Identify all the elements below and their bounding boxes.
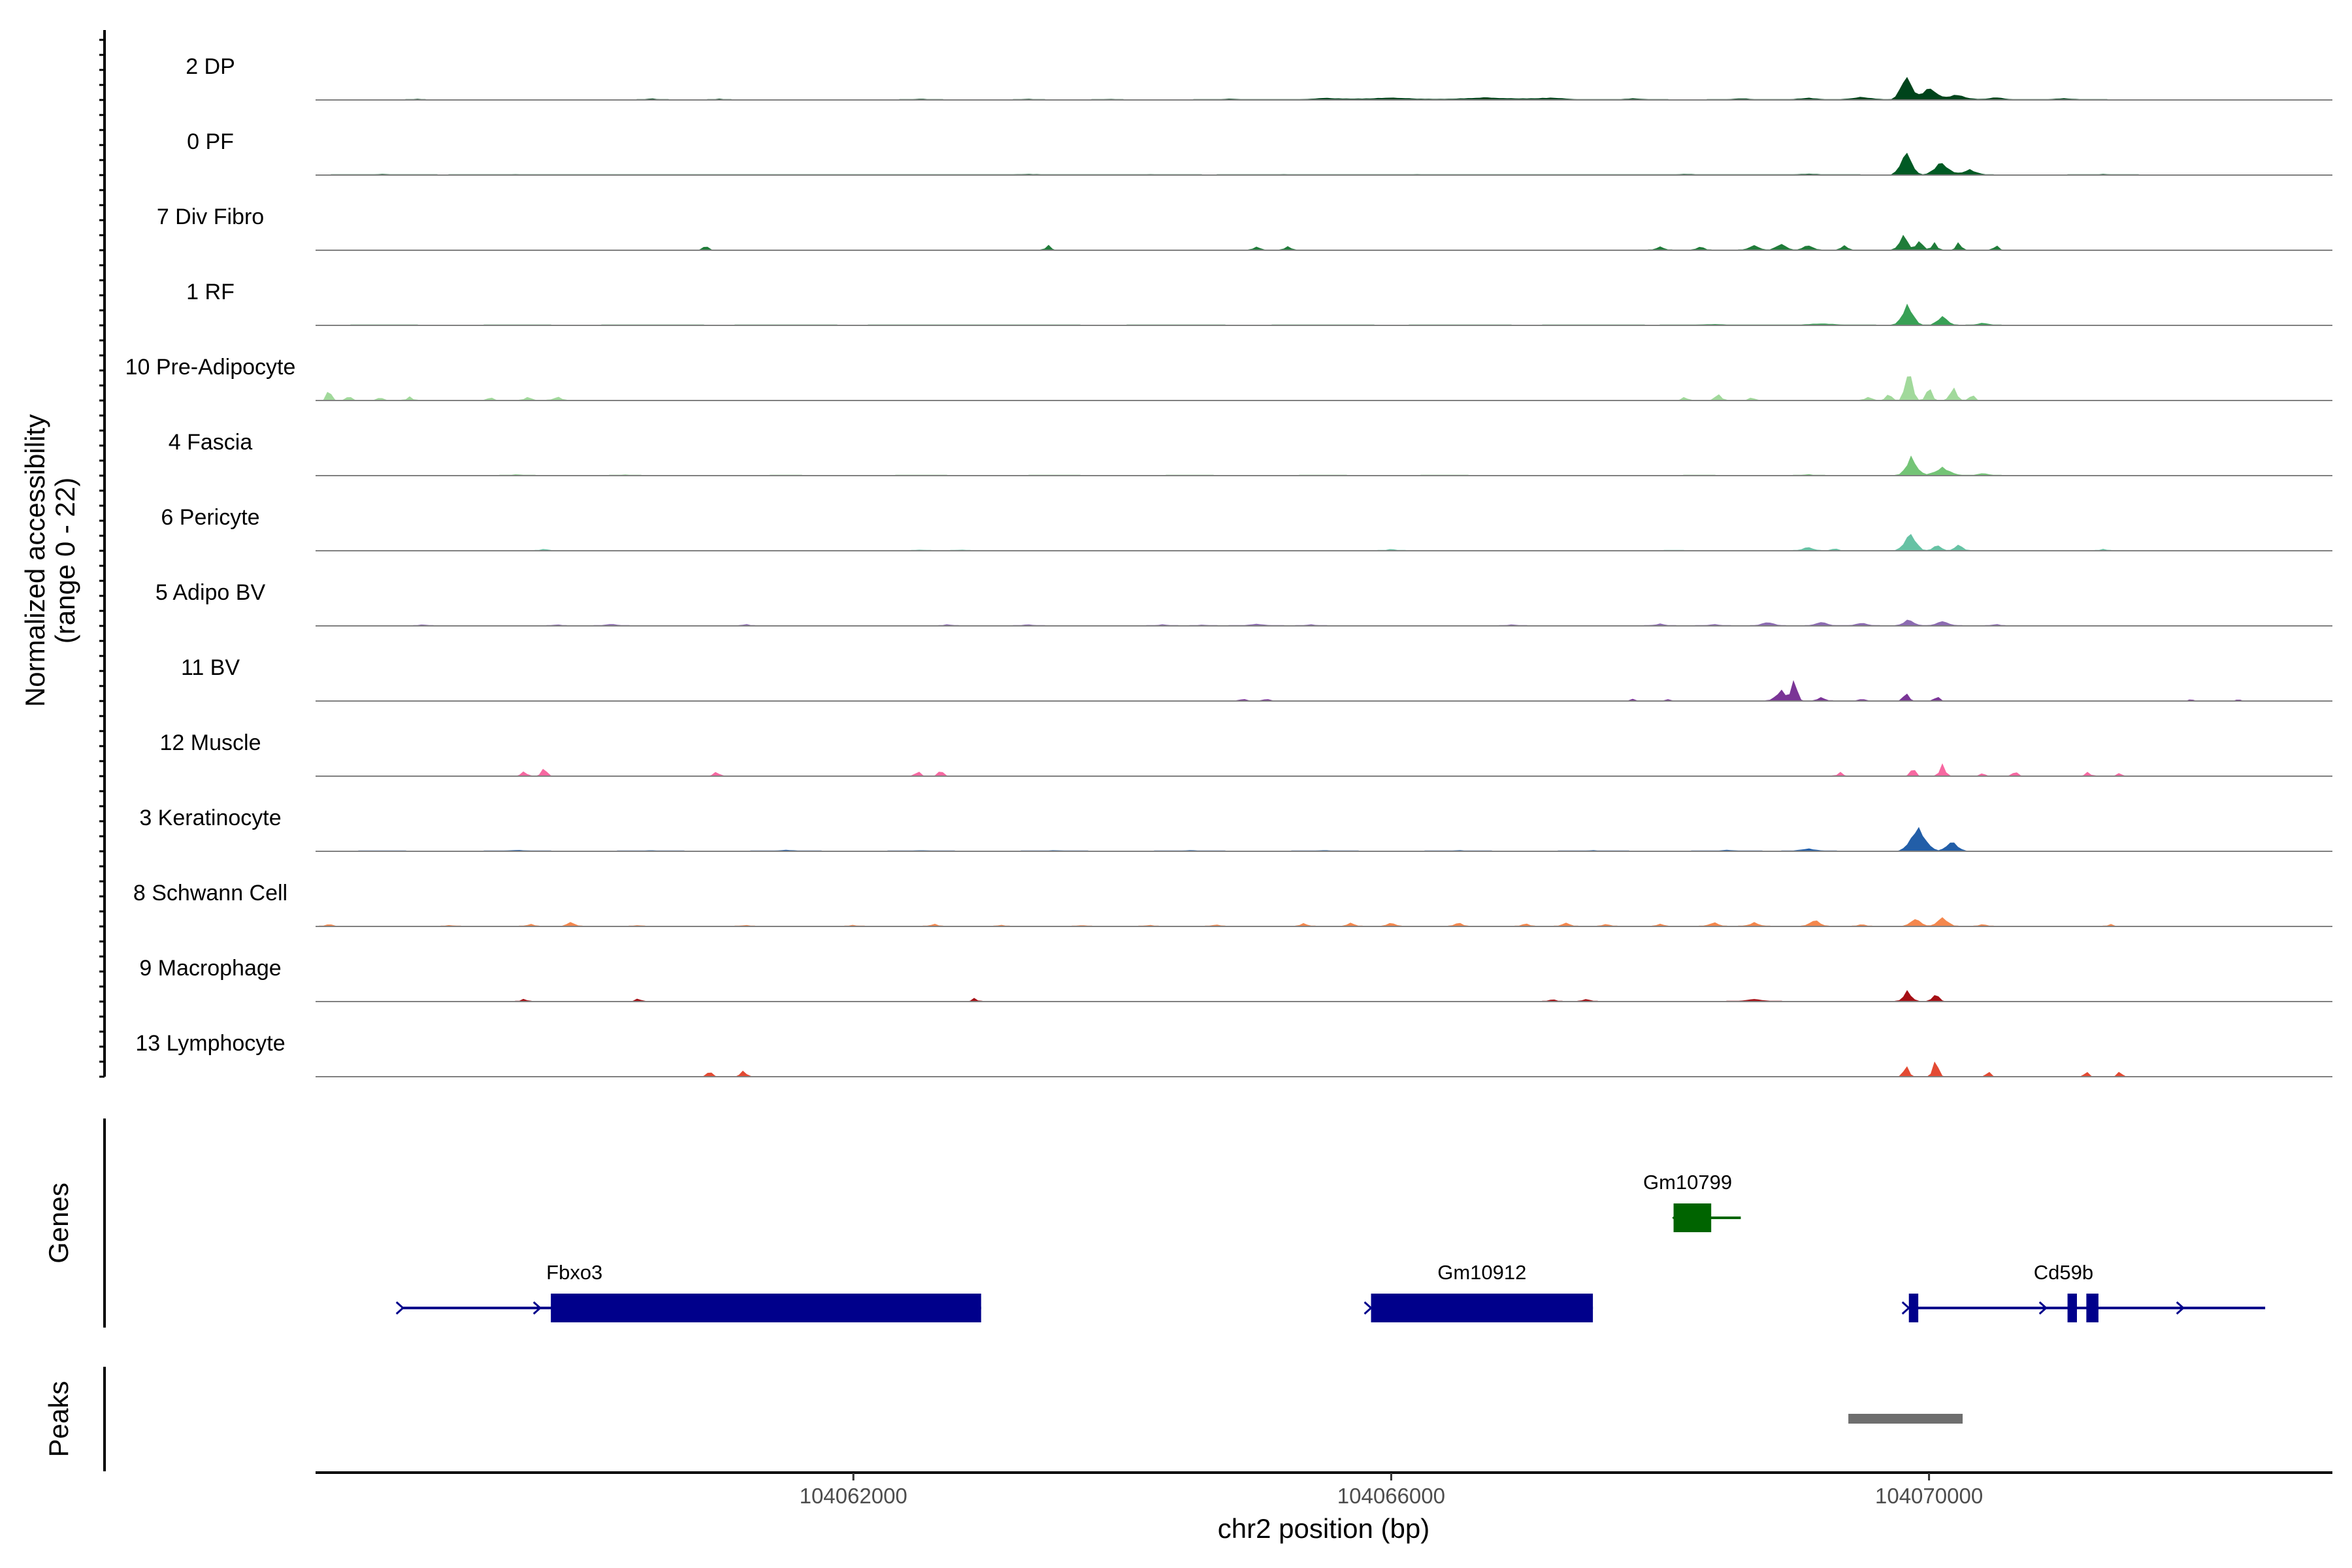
gene-exon [2067,1294,2077,1322]
x-axis: 104062000 104066000 104070000 [316,1471,2332,1508]
y-axis-title-range: (range 0 - 22) [50,478,80,644]
track-5-adipo-bv: 5 Adipo BV [155,580,2332,627]
track-10-pre-adipocyte: 10 Pre-Adipocyte [125,355,2332,401]
coverage-tracks: 2 DP 0 PF 7 Div Fibro 1 RF 10 Pre-Adipocyte 4… [99,30,2332,1078]
coverage-area [316,619,2332,626]
track-4-fascia: 4 Fascia [169,430,2332,476]
track-1-rf: 1 RF [186,280,2332,326]
peaks-panel-title: Peaks [43,1381,74,1458]
gene-label: Cd59b [2034,1261,2093,1284]
coverage-area [316,763,2332,776]
gene-label: Gm10799 [1643,1171,1732,1194]
track-12-muscle: 12 Muscle [160,730,2332,777]
track-label: 12 Muscle [160,730,261,755]
gene-fbxo3: Fbxo3 [395,1261,981,1322]
track-0-pf: 0 PF [187,129,2332,176]
strand-arrow [2038,1301,2048,1315]
gene-exon [2086,1294,2099,1322]
track-label: 4 Fascia [169,430,253,455]
gene-annotation-panel: Fbxo3 Gm10912 Gm10799 Cd59b [103,1119,2266,1328]
strand-arrow [2176,1301,2185,1315]
coverage-area [316,455,2332,476]
gene-gm10912: Gm10912 [1364,1261,1593,1322]
coverage-area [316,534,2332,551]
track-13-lymphocyte: 13 Lymphocyte [135,1031,2332,1077]
coverage-area [316,826,2332,851]
coverage-area [316,376,2332,400]
gene-exon [1371,1294,1593,1322]
track-label: 2 DP [186,54,235,79]
coverage-area [316,990,2332,1002]
track-9-macrophage: 9 Macrophage [139,956,2332,1002]
coverage-area [316,917,2332,926]
track-6-pericyte: 6 Pericyte [161,505,2332,551]
strand-arrow [1364,1301,1373,1315]
track-3-keratinocyte: 3 Keratinocyte [139,806,2332,852]
coverage-area [316,1061,2332,1077]
coverage-area [316,303,2332,325]
strand-arrow [532,1301,542,1315]
track-label: 8 Schwann Cell [133,881,287,906]
gene-exon [1673,1203,1712,1232]
track-label: 5 Adipo BV [155,580,266,605]
track-label: 3 Keratinocyte [139,806,281,830]
x-tick-label: 104070000 [1875,1484,1983,1508]
track-label: 9 Macrophage [139,956,281,981]
track-7-div-fibro: 7 Div Fibro [157,204,2332,251]
peak-region [1848,1414,1963,1424]
strand-arrow [1901,1301,1910,1315]
gene-label: Gm10912 [1437,1261,1526,1284]
peaks-panel [103,1367,1963,1471]
coverage-area [316,76,2332,100]
track-label: 0 PF [187,129,234,154]
track-label: 6 Pericyte [161,505,259,530]
gene-gm10799: Gm10799 [1643,1171,1741,1232]
track-label: 13 Lymphocyte [135,1031,285,1056]
y-axis-title: Normalized accessibility [20,414,50,707]
gene-cd59b: Cd59b [1901,1261,2266,1322]
track-8-schwann-cell: 8 Schwann Cell [133,881,2332,927]
track-2-dp: 2 DP [186,54,2332,101]
x-tick-label: 104066000 [1337,1484,1445,1508]
track-label: 10 Pre-Adipocyte [125,355,296,380]
strand-arrow [395,1301,405,1315]
gene-label: Fbxo3 [546,1261,602,1284]
track-11-bv: 11 BV [181,655,2332,702]
coverage-area [316,679,2332,701]
gene-exon [551,1294,981,1322]
gene-exon [1908,1294,1919,1322]
track-label: 11 BV [181,655,240,680]
x-axis-title: chr2 position (bp) [1218,1513,1430,1544]
track-label: 7 Div Fibro [157,204,264,229]
coverage-area [316,152,2332,175]
coverage-area [316,235,2332,250]
genes-panel-title: Genes [43,1183,74,1264]
x-tick-label: 104062000 [800,1484,907,1508]
track-label: 1 RF [186,280,235,304]
